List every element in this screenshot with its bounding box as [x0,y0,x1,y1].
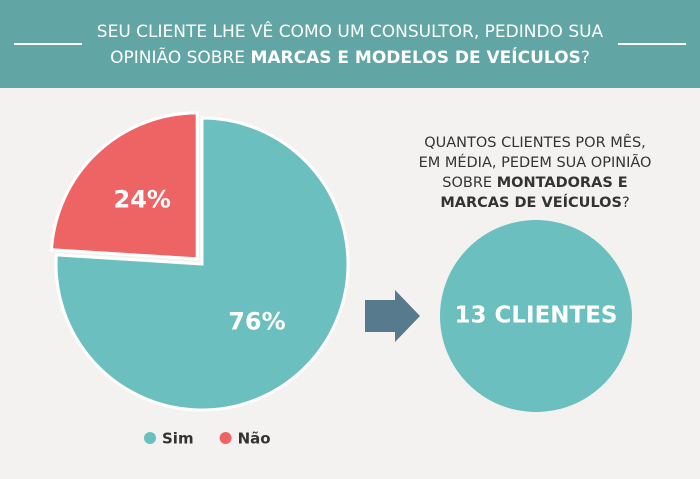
header-band [0,0,700,88]
question-text: ? [622,195,630,211]
legend-swatch [219,432,232,444]
header-text: OPINIÃO SOBRE [110,46,250,68]
legend-swatch [144,432,156,444]
arrow [365,290,420,342]
pie-slice [49,111,199,261]
pie-slice [54,116,350,412]
question-text: SOBRE [442,175,496,191]
question-line: EM MÉDIA, PEDEM SUA OPINIÃO [419,154,652,171]
legend-label: Não [238,430,271,448]
question-line: SOBRE MONTADORAS E [442,175,627,191]
question-emphasis: MONTADORAS E [497,175,628,191]
question-emphasis: MARCAS DE VEÍCULOS [440,194,622,211]
question-line: QUANTOS CLIENTES POR MÊS, [424,133,646,151]
header-line: OPINIÃO SOBRE MARCAS E MODELOS DE VEÍCUL… [110,46,590,68]
question-line: MARCAS DE VEÍCULOS? [440,194,629,211]
answer: 13 CLIENTES [454,303,617,329]
slice-label: 76% [228,308,285,336]
header-emphasis: MARCAS E MODELOS DE VEÍCULOS [250,46,580,68]
header-text: ? [581,48,590,68]
legend-label: Sim [162,430,194,448]
answer-circle [440,220,632,412]
slice-label: 24% [114,185,171,213]
pie-chart: 76% 24% Sim Não [49,111,350,448]
header-line: SEU CLIENTE LHE VÊ COMO UM CONSULTOR, PE… [97,20,604,42]
